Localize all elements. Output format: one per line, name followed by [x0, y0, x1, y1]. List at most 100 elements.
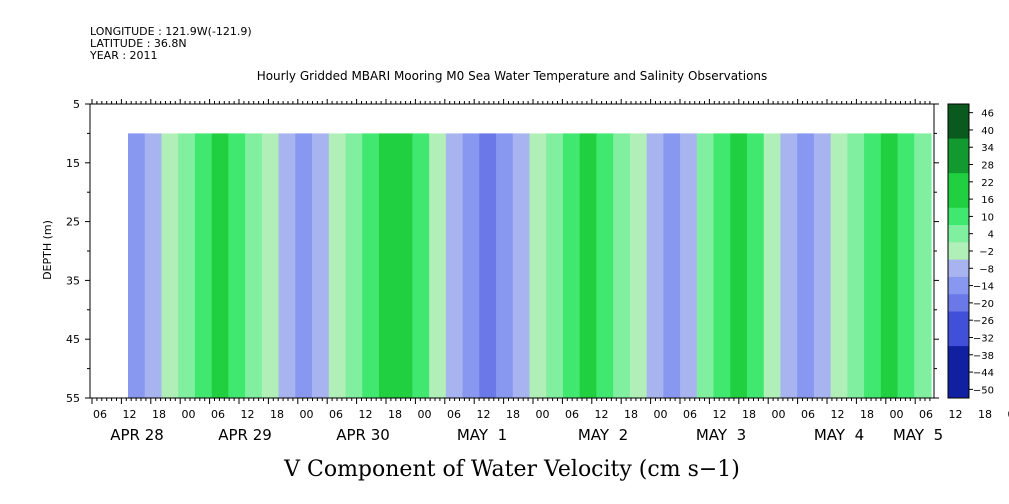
heatmap-cell	[746, 133, 765, 398]
heatmap-cell	[813, 133, 832, 398]
heatmap-cell	[194, 133, 213, 398]
y-axis: 5 15 25 35 45 55	[66, 98, 939, 405]
colorbar-swatch	[948, 328, 969, 347]
x-tick-label: 18	[152, 408, 166, 421]
x-tick-label: 06	[801, 408, 815, 421]
heatmap-cell	[211, 133, 229, 398]
x-tick-label: 12	[713, 408, 727, 421]
heatmap-cell	[328, 133, 347, 398]
x-tick-label: 06	[683, 408, 697, 421]
heatmap-cell	[562, 133, 581, 398]
colorbar-swatch	[948, 259, 969, 278]
heatmap-cell	[178, 133, 196, 398]
y-tick-label: 25	[66, 216, 80, 229]
colorbar-swatch	[948, 225, 969, 243]
x-tick-label: 00	[300, 408, 314, 421]
x-tick-label: 12	[949, 408, 963, 421]
x-date-label: MAY 1	[457, 426, 507, 444]
heatmap-cell	[780, 133, 798, 398]
heatmap-cell	[228, 133, 246, 398]
y-tick-label: 35	[66, 274, 80, 287]
x-tick-label: 12	[359, 408, 373, 421]
heatmap-cell	[496, 133, 514, 398]
x-date-label: MAY 2	[578, 426, 628, 444]
x-tick-label: 12	[241, 408, 255, 421]
colorbar-label: 10	[981, 212, 994, 223]
x-date-label: APR 30	[336, 426, 390, 444]
colorbar-swatch	[948, 104, 969, 122]
x-date-label: MAY 3	[696, 426, 746, 444]
x-tick-label: 12	[831, 408, 845, 421]
heatmap-cell	[613, 133, 631, 398]
x-tick-label: 00	[890, 408, 904, 421]
y-tick-label: 15	[66, 157, 80, 170]
x-tick-label: 06	[211, 408, 225, 421]
heatmap-cell	[261, 133, 280, 398]
colorbar-swatch	[948, 242, 969, 261]
heatmap-cell	[412, 133, 430, 398]
heatmap-cell	[161, 133, 179, 398]
colorbar-swatch	[948, 190, 969, 209]
x-axis: 06 12 18 00 06 12 18 00 06 12 18 00 06 12 18 00 06 12 18 00…	[91, 99, 1009, 444]
heatmap-cell	[462, 133, 480, 398]
x-tick-label: 00	[536, 408, 550, 421]
heatmap-cell	[245, 133, 263, 398]
colorbar-swatch	[948, 276, 969, 295]
colorbar: 46 40 34 28 22 16 10 4 −2 −8 −14 −20 −26 −32 −38 −44 −50	[947, 103, 994, 399]
longitude-label: LONGITUDE : 121.9W(-121.9)	[90, 25, 252, 38]
x-tick-label: 00	[182, 408, 196, 421]
colorbar-label: 40	[981, 126, 994, 137]
x-tick-label: 18	[978, 408, 992, 421]
y-axis-label: DEPTH (m)	[41, 220, 54, 280]
heatmap-cell	[144, 133, 163, 398]
x-date-label: APR 29	[218, 426, 272, 444]
x-tick-label: 06	[447, 408, 461, 421]
x-tick-label: 18	[506, 408, 520, 421]
heatmap-cell	[395, 133, 413, 398]
colorbar-label: −50	[973, 385, 994, 396]
x-tick-label: 12	[595, 408, 609, 421]
y-tick-label: 5	[73, 98, 80, 111]
colorbar-swatch	[948, 363, 969, 382]
heatmap-cell	[362, 133, 380, 398]
colorbar-swatch	[948, 138, 969, 157]
heatmap-cell	[914, 133, 932, 398]
colorbar-label: −14	[973, 282, 994, 293]
heatmap-cell	[680, 133, 698, 398]
colorbar-swatch	[948, 121, 969, 140]
heatmap-cell	[629, 133, 648, 398]
colorbar-swatch	[948, 207, 969, 226]
colorbar-label: −2	[979, 247, 994, 258]
x-tick-label: 00	[772, 408, 786, 421]
heatmap-cell	[797, 133, 815, 398]
x-date-label: MAY 4	[814, 426, 864, 444]
heatmap-cell	[378, 133, 397, 398]
x-tick-label: 06	[919, 408, 933, 421]
colorbar-label: 34	[981, 143, 994, 154]
heatmap-cell	[295, 133, 313, 398]
heatmap-cell	[345, 133, 363, 398]
heatmap-cell	[730, 133, 748, 398]
heatmap-cell	[128, 133, 146, 398]
colorbar-label: 22	[981, 178, 994, 189]
x-tick-label: 00	[1008, 408, 1009, 421]
x-tick-label: 06	[93, 408, 107, 421]
y-tick-label: 45	[66, 333, 80, 346]
colorbar-label: −32	[973, 333, 994, 344]
heatmap-cell	[880, 133, 899, 398]
chart-title: Hourly Gridded MBARI Mooring M0 Sea Wate…	[257, 69, 768, 83]
heatmap-cell	[897, 133, 915, 398]
colorbar-label: −38	[973, 351, 994, 362]
heatmap-cell	[696, 133, 715, 398]
colorbar-label: 16	[981, 195, 994, 206]
x-axis-title: V Component of Water Velocity (cm s−1)	[283, 457, 740, 482]
year-label: YEAR : 2011	[89, 49, 158, 62]
x-tick-label: 18	[270, 408, 284, 421]
latitude-label: LATITUDE : 36.8N	[90, 37, 187, 50]
colorbar-label: −8	[979, 264, 994, 275]
heatmap-cell	[529, 133, 547, 398]
x-tick-label: 06	[565, 408, 579, 421]
heatmap-cell	[713, 133, 731, 398]
colorbar-swatch	[948, 311, 969, 330]
heatmap-cell	[312, 133, 330, 398]
